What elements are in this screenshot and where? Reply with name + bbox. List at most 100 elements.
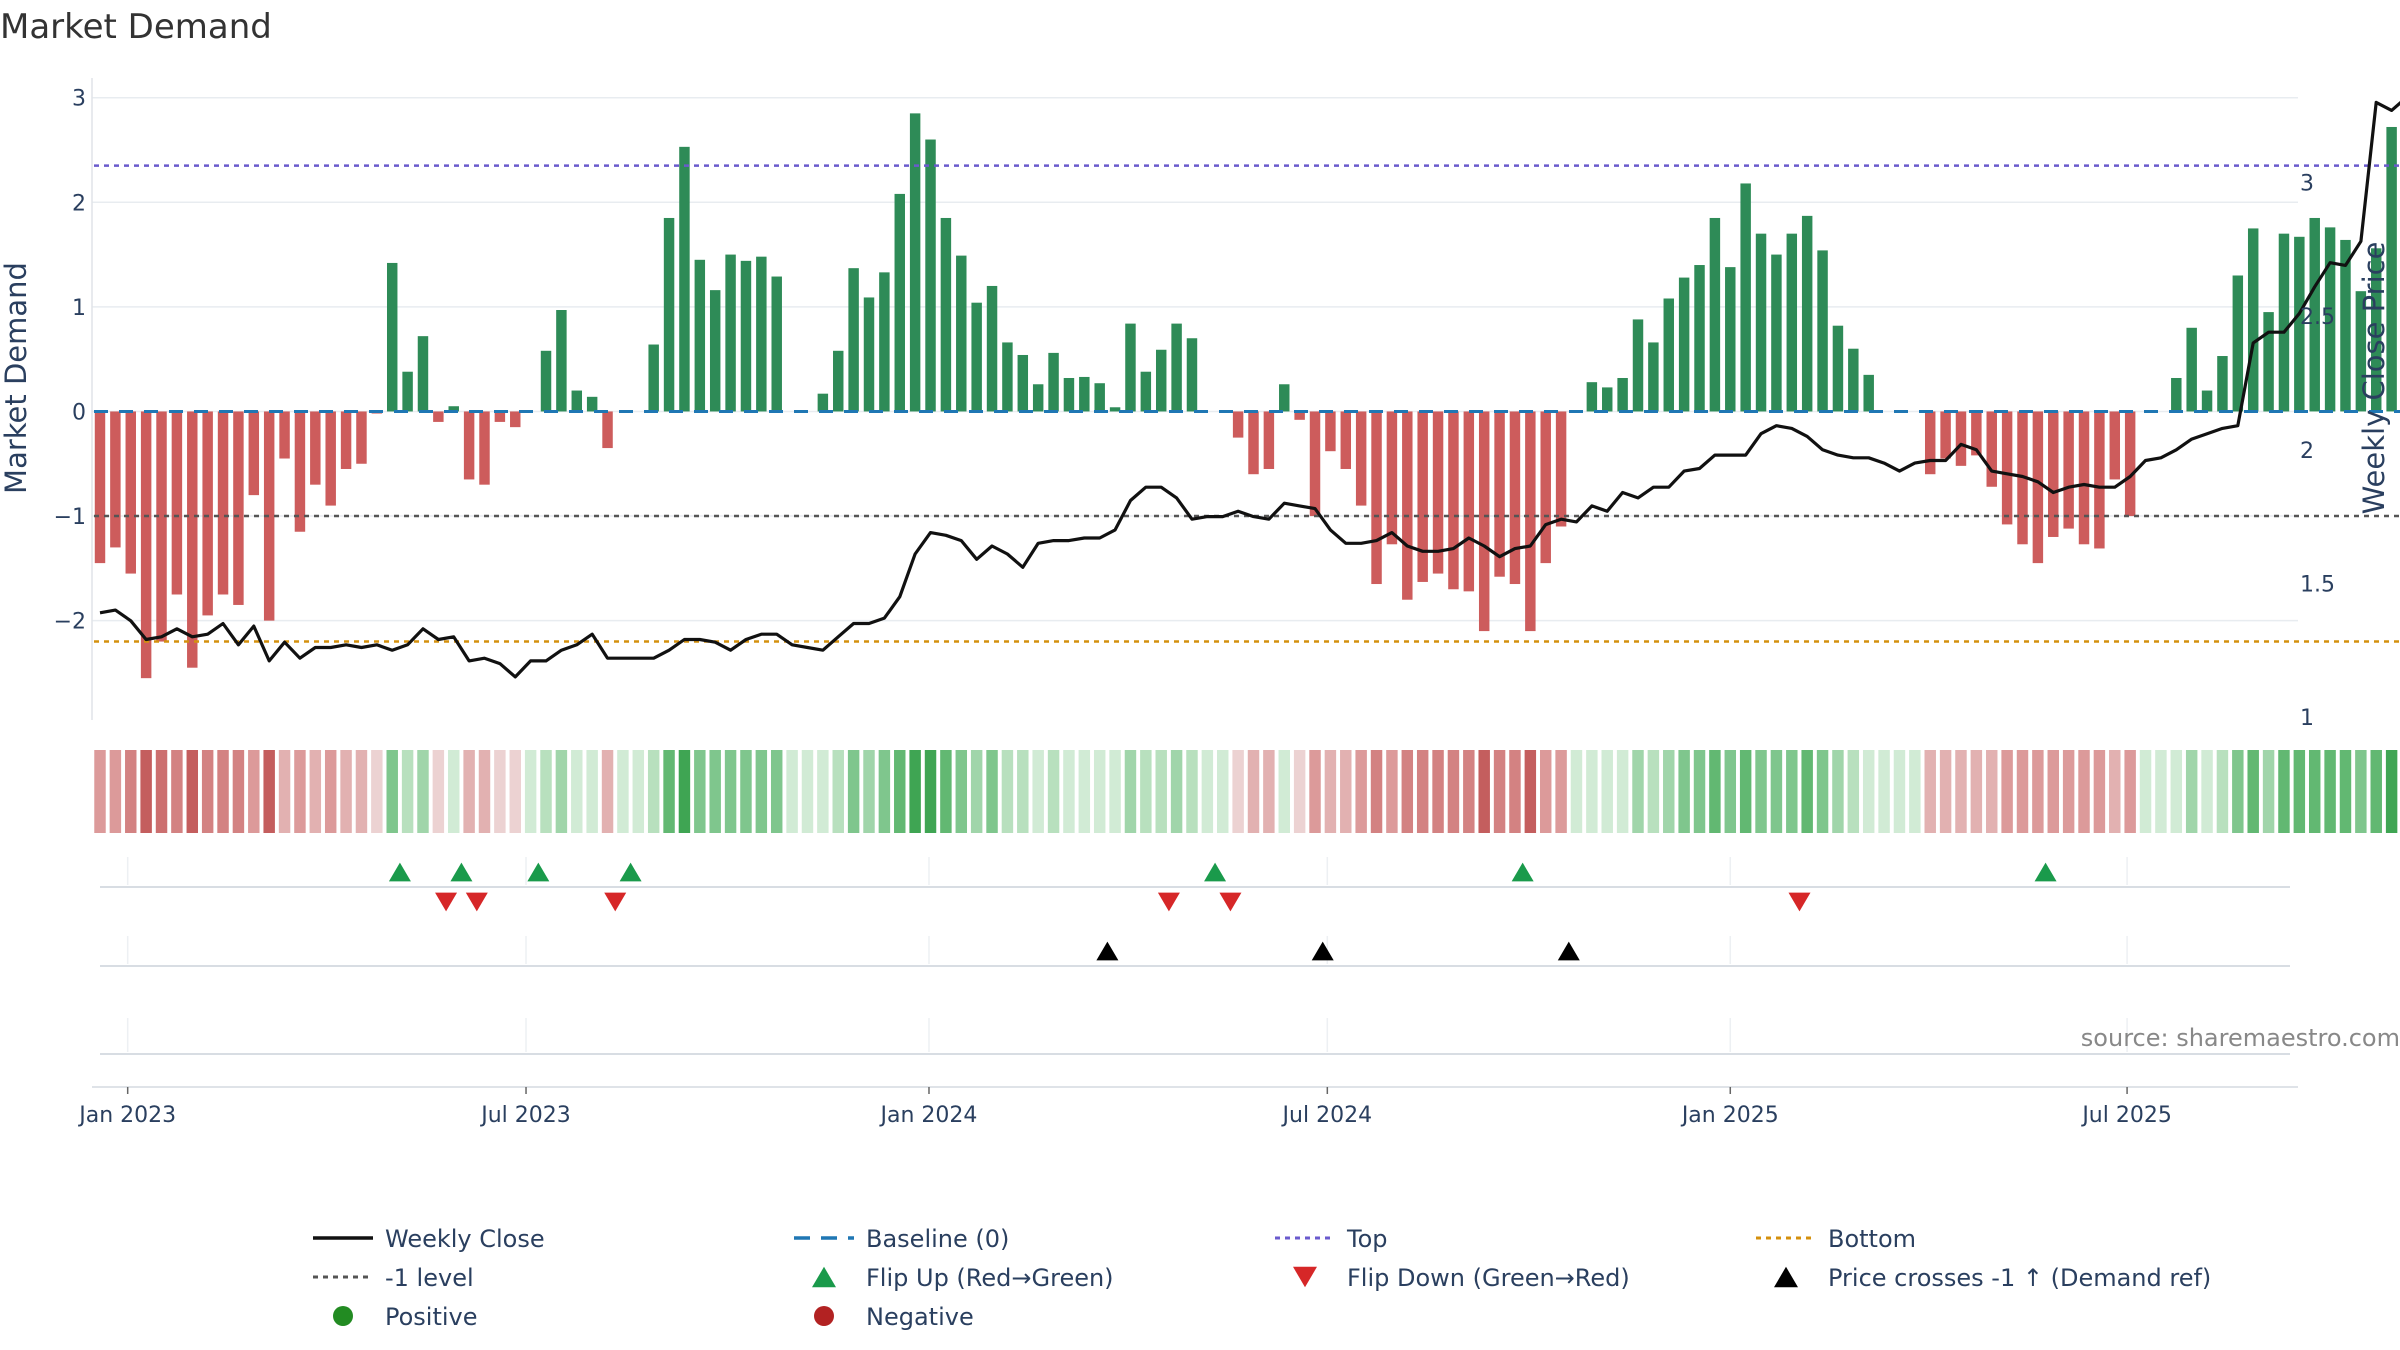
negative-bar: [602, 411, 613, 449]
positive-bar: [1017, 354, 1029, 412]
strip-cell: [448, 750, 460, 833]
positive-bar: [1171, 323, 1182, 412]
negative-bar: [248, 411, 260, 496]
legend-label: -1 level: [385, 1264, 474, 1292]
x-tick-label: Jan 2023: [77, 1103, 176, 1128]
price-cross-marker: [1557, 941, 1580, 961]
positive-bar: [1725, 267, 1736, 412]
strip-cell: [171, 750, 183, 833]
negative-bar: [2001, 411, 2013, 525]
negative-bar: [1371, 411, 1382, 585]
strip-cell: [1324, 750, 1337, 833]
y-tick-label: 0: [72, 400, 86, 425]
negative-bar: [1232, 411, 1244, 438]
flip-down-marker: [604, 892, 627, 912]
legend-label: Top: [1346, 1225, 1388, 1253]
negative-bar: [1263, 411, 1275, 469]
flip-down-marker: [1788, 892, 1811, 912]
legend: Weekly Close Baseline (0) Top Bottom -1 leve…: [313, 1225, 2211, 1331]
positive-bar: [1586, 382, 1598, 412]
legend-item-minus-one: -1 level: [313, 1264, 474, 1292]
strip-cell: [2232, 750, 2244, 833]
strip-cell: [2278, 750, 2290, 833]
strip-cell: [2047, 750, 2059, 833]
negative-bar: [2078, 411, 2090, 545]
legend-item-flip-up: Flip Up (Red→Green): [812, 1264, 1114, 1292]
strip-cell: [1017, 750, 1029, 833]
positive-bar: [1002, 342, 1013, 412]
strip-cell: [1524, 750, 1537, 833]
positive-bar: [725, 254, 736, 412]
positive-bar: [1678, 277, 1690, 412]
strip-cell: [924, 750, 937, 833]
strip-cell: [1909, 750, 1921, 833]
strip-cell: [1078, 750, 1091, 833]
strip-cell: [1786, 750, 1798, 833]
y-tick-label: −2: [54, 610, 86, 635]
y-tick-label: 1: [72, 296, 86, 321]
y2-axis-label: Weekly Close Price: [2357, 242, 2391, 515]
negative-bar: [94, 411, 106, 564]
y-axis-label: Market Demand: [0, 262, 33, 494]
strip-cell: [1001, 750, 1014, 833]
positive-bar: [925, 139, 936, 412]
positive-bar: [709, 290, 721, 412]
strip-cell: [1463, 750, 1475, 833]
y-tick-label: −1: [54, 505, 86, 530]
positive-bar: [879, 272, 890, 412]
positive-bar: [556, 310, 567, 412]
legend-swatch: [814, 1306, 834, 1326]
x-tick-label: Jul 2025: [2080, 1103, 2172, 1128]
strip-cell: [2293, 750, 2306, 833]
negative-bar: [310, 411, 321, 485]
strip-cell: [524, 750, 537, 833]
positive-bar: [971, 302, 982, 412]
flip-up-marker: [619, 862, 642, 882]
strip-cell: [2339, 750, 2352, 833]
strip-cell: [1616, 750, 1629, 833]
strip-cell: [355, 750, 368, 833]
positive-bar: [2232, 275, 2244, 412]
strip-cell: [217, 750, 229, 833]
strip-cell: [186, 750, 199, 833]
flip-down-marker: [465, 892, 488, 912]
strip-cell: [617, 750, 629, 833]
positive-bar: [1279, 384, 1290, 412]
strip-cell: [1832, 750, 1844, 833]
positive-bar: [1694, 265, 1705, 412]
negative-bar: [1525, 411, 1536, 632]
strip-cell: [109, 750, 122, 833]
negative-bar: [479, 411, 490, 485]
negative-bar: [1463, 411, 1475, 592]
strip-cell: [2324, 750, 2336, 833]
negative-bar: [325, 411, 336, 506]
strip-cell: [847, 750, 860, 833]
positive-bar: [1602, 387, 1613, 412]
strip-cell: [1816, 750, 1829, 833]
negative-bar: [1294, 411, 1305, 420]
strip-cell: [909, 750, 921, 833]
strip-cell: [1432, 750, 1444, 833]
legend-item-price-cross: Price crosses -1 ↑ (Demand ref): [1774, 1264, 2211, 1292]
negative-bar: [1924, 411, 1936, 475]
positive-bar: [1079, 376, 1090, 412]
negative-bar: [1955, 411, 1967, 466]
chart-title: Market Demand: [0, 7, 272, 47]
reference-lines: [94, 164, 2400, 643]
negative-bar: [1248, 411, 1259, 475]
y2-tick-label: 1.5: [2300, 572, 2335, 597]
positive-bar: [1801, 215, 1813, 412]
negative-bar: [1340, 411, 1352, 469]
strip-cell: [2355, 750, 2367, 833]
negative-bar: [156, 411, 167, 642]
y-tick-label: 2: [72, 191, 86, 216]
strip-cell: [2032, 750, 2044, 833]
strip-cell: [125, 750, 137, 833]
strip-cell: [386, 750, 398, 833]
positive-bar: [417, 336, 429, 412]
negative-bar: [294, 411, 306, 532]
strip-cell: [1862, 750, 1875, 833]
strip-cell: [478, 750, 491, 833]
negative-bar: [187, 411, 198, 668]
